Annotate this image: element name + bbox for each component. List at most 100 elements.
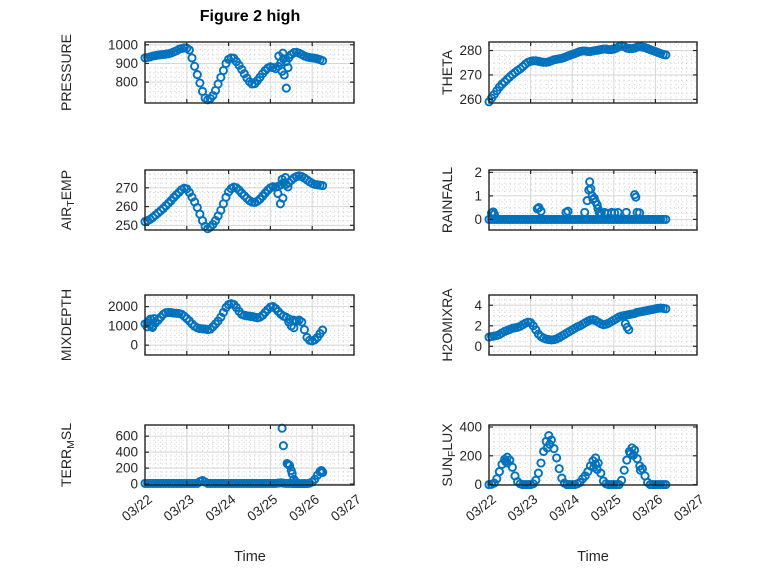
scatter-outlier <box>281 83 291 93</box>
scatter-outlier <box>631 192 641 202</box>
y-axis-label: SUNFLUX <box>439 423 458 487</box>
y-axis-label: PRESSURE <box>58 34 74 111</box>
y-tick-label: 0 <box>130 338 138 353</box>
scatter-outlier <box>142 322 152 332</box>
scatter-outlier <box>635 208 645 218</box>
x-tick-label: 03/25 <box>588 492 624 525</box>
subplot-theta: 260 270 280 THETA <box>439 41 698 107</box>
y-tick-label: 250 <box>115 218 138 233</box>
tick-marks <box>488 425 698 486</box>
y-tick-label: 260 <box>115 199 138 214</box>
minor-grid <box>489 170 697 230</box>
y-tick-label: 400 <box>459 420 482 435</box>
y-axis-label: THETA <box>439 49 455 95</box>
y-tick-label: 4 <box>474 298 482 313</box>
x-tick-label: 03/24 <box>203 491 239 524</box>
scatter-outlier <box>635 465 645 475</box>
plot-box <box>144 424 355 486</box>
scatter-outlier <box>628 450 638 460</box>
scatter-outlier <box>288 315 298 325</box>
minor-grid <box>145 295 354 356</box>
tick-marks <box>488 295 698 355</box>
y-axis-label: RAINFALL <box>439 167 455 233</box>
scatter-outlier <box>610 208 620 218</box>
scatter-outlier <box>590 459 601 469</box>
y-axis-label: AIRTEMP <box>58 170 77 230</box>
x-axis-title-left: Time <box>234 549 266 565</box>
minor-grid <box>145 42 354 103</box>
y-axis-label: MIXDEPTH <box>58 289 74 361</box>
y-tick-label: 260 <box>459 92 482 107</box>
minor-grid <box>489 42 697 103</box>
subplot-rainfall: 0 1 2 RAINFALL <box>439 165 698 233</box>
scatter-outlier <box>147 322 158 332</box>
scatter-outlier <box>621 207 631 217</box>
y-tick-label: 2 <box>474 165 482 180</box>
scatter-outlier <box>149 313 159 324</box>
y-tick-label: 1000 <box>108 318 138 333</box>
tick-marks <box>144 425 355 485</box>
y-axis-label: TERRMSL <box>58 423 77 487</box>
y-tick-label: 2 <box>474 318 482 333</box>
subplot-h2omixra: 0 2 4 H2OMIXRA <box>439 288 698 362</box>
y-tick-label: 0 <box>474 339 482 354</box>
x-tick-label: 03/27 <box>328 492 364 525</box>
scatter-outlier <box>287 469 297 479</box>
x-tick-label: 03/24 <box>546 491 582 524</box>
x-tick-label: 03/23 <box>161 492 197 525</box>
plot-box <box>488 169 698 231</box>
tick-marks <box>144 170 355 230</box>
scatter-points <box>484 303 671 345</box>
scatter-outlier <box>585 177 595 187</box>
scatter-outlier <box>489 209 499 219</box>
y-tick-label: 270 <box>115 180 138 195</box>
y-tick-label: 1 <box>474 188 482 203</box>
tick-marks <box>144 42 355 103</box>
scatter-outlier <box>624 325 634 335</box>
plot-box <box>488 294 698 356</box>
y-tick-label: 200 <box>115 461 138 476</box>
y-tick-label: 900 <box>115 56 138 71</box>
y-tick-label: 400 <box>115 445 138 460</box>
scatter-outlier <box>145 314 155 324</box>
scatter-points <box>484 41 671 107</box>
scatter-outlier <box>545 439 555 449</box>
scatter-outlier <box>580 207 590 217</box>
y-tick-label: 2000 <box>108 299 138 314</box>
scatter-outlier <box>278 48 288 58</box>
scatter-outlier <box>279 70 289 80</box>
tick-marks <box>488 42 698 103</box>
plot-box <box>488 424 698 486</box>
subplot-sun_flux: 0 200 400 03/22 03/23 03/24 03/25 03/26 03/27 SUN… <box>439 420 707 525</box>
scatter-outlier <box>613 207 623 217</box>
y-tick-label: 0 <box>474 477 482 492</box>
scatter-outlier <box>278 193 288 203</box>
scatter-outlier <box>283 63 293 73</box>
x-tick-label: 03/23 <box>505 492 541 525</box>
tick-marks <box>488 170 698 230</box>
scatter-points <box>484 177 671 224</box>
scatter-points <box>140 43 328 105</box>
scatter-points <box>140 299 328 346</box>
scatter-outlier <box>285 460 295 471</box>
y-tick-label: 800 <box>115 75 138 90</box>
scatter-outlier <box>563 206 573 216</box>
subplot-air_temp: 250 260 270 AIRTEMP <box>58 169 355 234</box>
plot-box <box>144 169 355 231</box>
scatter-points <box>140 171 328 234</box>
scatter-outlier <box>592 464 602 475</box>
x-tick-label: 03/22 <box>463 492 499 525</box>
x-tick-label: 03/27 <box>671 492 707 525</box>
x-tick-label: 03/26 <box>286 492 322 525</box>
subplot-pressure: 800 900 1000 PRESSURE <box>58 34 355 111</box>
y-tick-label: 0 <box>130 477 138 492</box>
y-tick-label: 0 <box>474 212 482 227</box>
y-tick-label: 1000 <box>108 37 138 52</box>
scatter-outlier <box>280 172 290 183</box>
y-tick-label: 270 <box>459 67 482 82</box>
minor-grid <box>145 425 354 485</box>
y-tick-label: 280 <box>459 43 482 58</box>
